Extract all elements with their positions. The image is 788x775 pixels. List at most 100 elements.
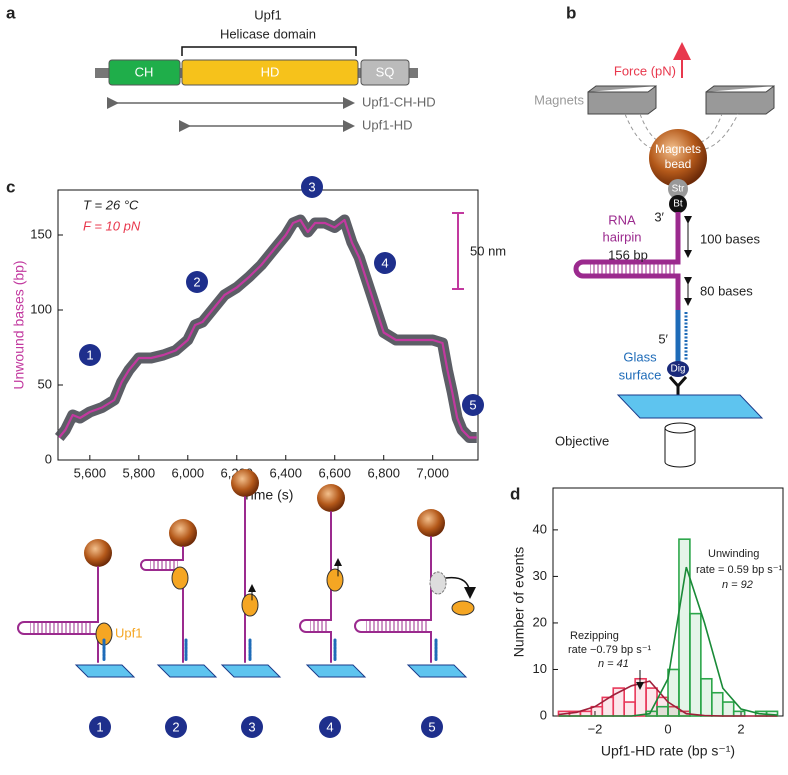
step-number: 2 bbox=[172, 719, 179, 734]
scale-bar bbox=[452, 212, 464, 290]
rna bbox=[140, 546, 184, 663]
histogram-bar bbox=[623, 701, 636, 717]
annotation: F = 10 pN bbox=[83, 218, 141, 233]
domain-sq bbox=[360, 59, 410, 86]
step-marker bbox=[421, 716, 443, 738]
histogram-bar bbox=[711, 691, 724, 717]
step-marker bbox=[319, 716, 341, 738]
surface-label: surface bbox=[619, 367, 662, 382]
span-label: 80 bases bbox=[700, 283, 753, 298]
rna bbox=[17, 566, 99, 663]
rate-label: rate −0.79 bp s⁻¹ bbox=[568, 644, 651, 656]
histogram-bar bbox=[721, 701, 735, 717]
x-tick-label: 6,400 bbox=[269, 465, 302, 480]
digoxigenin-label: Dig bbox=[670, 364, 685, 375]
fit-curve bbox=[558, 566, 778, 717]
end-label: 5′ bbox=[658, 331, 668, 346]
surface bbox=[74, 638, 136, 679]
bead-label: bead bbox=[665, 157, 692, 171]
magnet bbox=[587, 85, 657, 115]
surface bbox=[156, 638, 218, 679]
bead bbox=[317, 484, 345, 512]
end-label: 3′ bbox=[654, 209, 664, 224]
bracket bbox=[181, 46, 357, 56]
construct-label: Upf1-HD bbox=[362, 117, 413, 132]
surface bbox=[305, 638, 367, 679]
antibody bbox=[668, 376, 688, 395]
bead bbox=[231, 469, 259, 497]
y-tick-label: 0 bbox=[540, 707, 547, 722]
y-tick-label: 50 bbox=[38, 376, 52, 391]
panel-label: d bbox=[510, 484, 520, 503]
helicase bbox=[171, 566, 189, 590]
domain-label: CH bbox=[135, 64, 154, 79]
histogram-bar bbox=[667, 668, 680, 717]
hairpin-stem bbox=[310, 620, 328, 632]
annotation: 50 nm bbox=[470, 243, 506, 258]
step-marker bbox=[462, 394, 484, 416]
series-label: Rezipping bbox=[570, 630, 619, 642]
x-tick-label: −2 bbox=[588, 721, 603, 736]
count-label: n = 92 bbox=[722, 579, 753, 591]
x-axis-label: Upf1-HD rate (bp s⁻¹) bbox=[601, 743, 735, 759]
plot-frame bbox=[57, 189, 479, 461]
magnets-label: Magnets bbox=[534, 92, 584, 107]
rna bbox=[354, 536, 432, 663]
x-tick-label: 0 bbox=[664, 721, 671, 736]
step-3 bbox=[220, 469, 282, 679]
domain-hd bbox=[181, 59, 359, 86]
helicase bbox=[326, 568, 344, 592]
step-number: 2 bbox=[193, 274, 200, 289]
domain-label: SQ bbox=[376, 64, 395, 79]
step-marker bbox=[241, 716, 263, 738]
objective bbox=[664, 427, 696, 468]
y-tick-label: 40 bbox=[533, 521, 547, 536]
step-1: Upf1 bbox=[17, 539, 142, 679]
annotation: T = 26 °C bbox=[83, 197, 139, 212]
objective bbox=[664, 422, 696, 434]
step-4 bbox=[299, 484, 367, 679]
helicase bbox=[241, 593, 259, 617]
step-number: 1 bbox=[96, 719, 103, 734]
schematic: Upf1 bbox=[17, 469, 476, 679]
force-label: Force (pN) bbox=[614, 63, 676, 78]
x-tick-label: 2 bbox=[737, 721, 744, 736]
step-marker bbox=[374, 252, 396, 274]
panel-label: b bbox=[566, 3, 576, 22]
step-marker bbox=[165, 716, 187, 738]
step-marker bbox=[79, 344, 101, 366]
step-number: 5 bbox=[469, 397, 476, 412]
panel-label: c bbox=[6, 177, 15, 196]
protein-title: Upf1 bbox=[254, 7, 281, 22]
step-2 bbox=[140, 519, 218, 679]
hairpin-label: RNA bbox=[608, 212, 636, 227]
step-number: 5 bbox=[428, 719, 435, 734]
step-5 bbox=[354, 509, 476, 679]
domain-label: HD bbox=[261, 64, 280, 79]
bead bbox=[417, 509, 445, 537]
count-label: n = 41 bbox=[598, 658, 629, 670]
x-tick-label: 5,800 bbox=[123, 465, 156, 480]
surface bbox=[406, 638, 468, 679]
step-marker bbox=[186, 271, 208, 293]
glass bbox=[616, 394, 764, 419]
helicase bbox=[451, 600, 475, 616]
hairpin-length: 156 bp bbox=[608, 247, 648, 262]
magnet bbox=[705, 85, 775, 115]
bead bbox=[84, 539, 112, 567]
histogram-bar bbox=[656, 705, 669, 717]
trace-line bbox=[58, 218, 477, 439]
step-number: 4 bbox=[381, 255, 388, 270]
y-tick-label: 100 bbox=[30, 301, 52, 316]
noise-band bbox=[54, 214, 477, 443]
surface-label: Glass bbox=[623, 349, 657, 364]
released-site bbox=[429, 571, 447, 595]
domain-title: Helicase domain bbox=[220, 26, 316, 41]
digoxigenin bbox=[667, 361, 689, 377]
y-tick-label: 150 bbox=[30, 226, 52, 241]
y-axis-label: Number of events bbox=[511, 547, 527, 658]
rna bbox=[299, 511, 332, 663]
rate-label: rate = 0.59 bp s⁻¹ bbox=[696, 564, 783, 576]
